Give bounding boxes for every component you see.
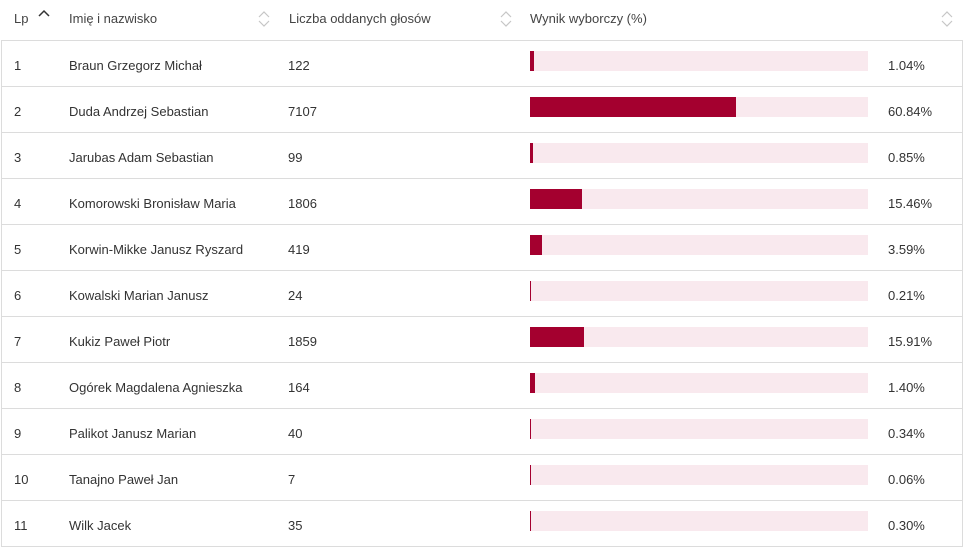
row-result-percent: 15.91% xyxy=(888,334,933,349)
row-votes: 35 xyxy=(288,518,303,533)
sort-icon[interactable] xyxy=(940,10,954,28)
result-bar-fill xyxy=(530,51,534,71)
result-bar-fill xyxy=(530,511,531,531)
row-result-percent: 60.84% xyxy=(888,104,933,119)
result-bar xyxy=(530,327,868,347)
row-votes: 1859 xyxy=(288,334,317,349)
result-bar xyxy=(530,235,868,255)
result-bar-fill xyxy=(530,419,532,439)
table-row: 2 Duda Andrzej Sebastian 7107 60.84% xyxy=(2,87,962,133)
row-lp: 9 xyxy=(14,426,22,441)
table-row: 1 Braun Grzegorz Michał 122 1.04% xyxy=(2,41,962,87)
column-header-name-label: Imię i nazwisko xyxy=(69,11,158,26)
result-bar-fill xyxy=(530,143,533,163)
result-bar xyxy=(530,189,868,209)
row-candidate-name: Ogórek Magdalena Agnieszka xyxy=(69,380,243,395)
result-bar xyxy=(530,281,868,301)
row-result-percent: 1.04% xyxy=(888,58,925,73)
row-candidate-name: Kukiz Paweł Piotr xyxy=(69,334,171,349)
row-votes: 164 xyxy=(288,380,310,395)
row-votes: 24 xyxy=(288,288,303,303)
row-votes: 1806 xyxy=(288,196,317,211)
result-bar-fill xyxy=(530,281,531,301)
result-bar xyxy=(530,51,868,71)
result-bar xyxy=(530,373,868,393)
row-candidate-name: Wilk Jacek xyxy=(69,518,132,533)
table-row: 3 Jarubas Adam Sebastian 99 0.85% xyxy=(2,133,962,179)
table-row: 8 Ogórek Magdalena Agnieszka 164 1.40% xyxy=(2,363,962,409)
row-result-percent: 0.34% xyxy=(888,426,925,441)
column-header-votes[interactable]: Liczba oddanych głosów xyxy=(289,0,431,40)
row-lp: 10 xyxy=(14,472,29,487)
column-header-lp[interactable]: Lp xyxy=(14,0,28,40)
column-header-result[interactable]: Wynik wyborczy (%) xyxy=(530,0,647,40)
table-row: 6 Kowalski Marian Janusz 24 0.21% xyxy=(2,271,962,317)
row-candidate-name: Tanajno Paweł Jan xyxy=(69,472,179,487)
column-header-lp-label: Lp xyxy=(14,11,29,26)
row-result-percent: 1.40% xyxy=(888,380,925,395)
table-row: 9 Palikot Janusz Marian 40 0.34% xyxy=(2,409,962,455)
row-votes: 419 xyxy=(288,242,310,257)
row-lp: 6 xyxy=(14,288,22,303)
result-bar-fill xyxy=(530,189,583,209)
row-result-percent: 0.30% xyxy=(888,518,925,533)
table-body: 1 Braun Grzegorz Michał 122 1.04% 2 Duda… xyxy=(1,41,963,547)
row-votes: 99 xyxy=(288,150,303,165)
result-bar xyxy=(530,419,868,439)
result-bar-fill xyxy=(530,327,584,347)
row-candidate-name: Komorowski Bronisław Maria xyxy=(69,196,236,211)
row-votes: 40 xyxy=(288,426,303,441)
row-result-percent: 0.21% xyxy=(888,288,925,303)
row-result-percent: 0.85% xyxy=(888,150,925,165)
column-header-result-label: Wynik wyborczy (%) xyxy=(530,11,647,26)
result-bar xyxy=(530,97,868,117)
table-row: 11 Wilk Jacek 35 0.30% xyxy=(2,501,962,547)
result-bar-fill xyxy=(530,235,543,255)
column-header-name[interactable]: Imię i nazwisko xyxy=(69,0,157,40)
row-votes: 7 xyxy=(288,472,296,487)
result-bar-fill xyxy=(530,373,535,393)
result-bar xyxy=(530,511,868,531)
row-candidate-name: Braun Grzegorz Michał xyxy=(69,58,202,73)
row-result-percent: 15.46% xyxy=(888,196,933,211)
row-lp: 4 xyxy=(14,196,22,211)
table-row: 7 Kukiz Paweł Piotr 1859 15.91% xyxy=(2,317,962,363)
row-candidate-name: Korwin-Mikke Janusz Ryszard xyxy=(69,242,244,257)
result-bar xyxy=(530,465,868,485)
row-lp: 3 xyxy=(14,150,22,165)
table-row: 5 Korwin-Mikke Janusz Ryszard 419 3.59% xyxy=(2,225,962,271)
row-lp: 1 xyxy=(14,58,22,73)
row-lp: 8 xyxy=(14,380,22,395)
table-row: 10 Tanajno Paweł Jan 7 0.06% xyxy=(2,455,962,501)
result-bar-fill xyxy=(530,97,736,117)
result-bar-fill xyxy=(530,465,531,485)
row-candidate-name: Jarubas Adam Sebastian xyxy=(69,150,214,165)
sort-icon[interactable] xyxy=(499,10,513,28)
row-candidate-name: Palikot Janusz Marian xyxy=(69,426,197,441)
row-result-percent: 0.06% xyxy=(888,472,925,487)
sort-ascending-icon[interactable] xyxy=(37,6,51,24)
row-result-percent: 3.59% xyxy=(888,242,925,257)
row-lp: 5 xyxy=(14,242,22,257)
row-lp: 2 xyxy=(14,104,22,119)
row-votes: 7107 xyxy=(288,104,317,119)
row-candidate-name: Kowalski Marian Janusz xyxy=(69,288,209,303)
result-bar xyxy=(530,143,868,163)
row-lp: 7 xyxy=(14,334,22,349)
column-header-votes-label: Liczba oddanych głosów xyxy=(289,11,431,26)
row-votes: 122 xyxy=(288,58,310,73)
table-row: 4 Komorowski Bronisław Maria 1806 15.46% xyxy=(2,179,962,225)
sort-icon[interactable] xyxy=(257,10,271,28)
table-header: Lp Imię i nazwisko Liczba oddanych głosó… xyxy=(1,0,963,41)
row-candidate-name: Duda Andrzej Sebastian xyxy=(69,104,209,119)
row-lp: 11 xyxy=(14,518,28,533)
